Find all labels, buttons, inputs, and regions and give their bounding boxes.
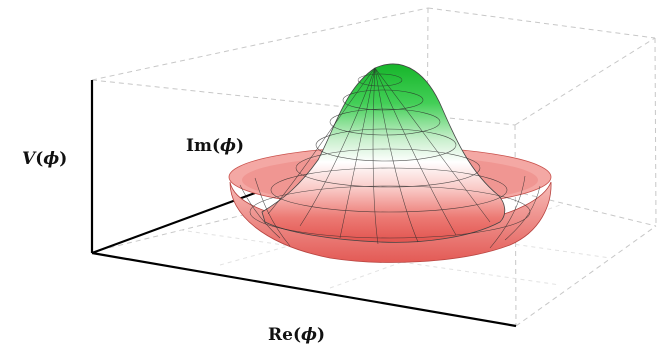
imag-axis [91,191,256,255]
potential-axis-label: V(ϕ) [22,149,67,169]
axes [90,80,517,328]
imag-axis-label: Im(ϕ) [186,136,244,156]
surface-mesh [239,67,541,249]
potential-peak [261,63,506,243]
real-axis-label: Re(ϕ) [268,325,325,345]
real-axis [91,251,517,328]
